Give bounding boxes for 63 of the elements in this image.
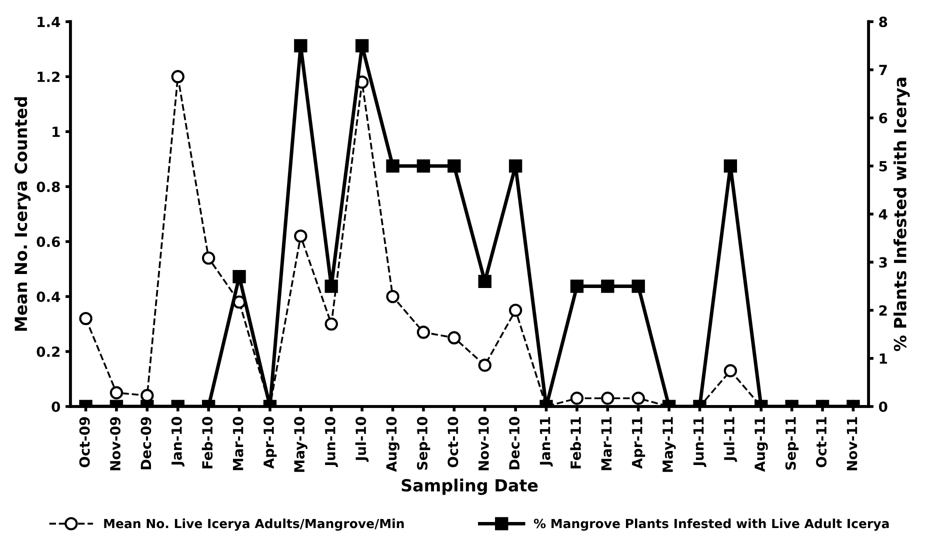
point xyxy=(324,317,338,331)
x-axis-title: Sampling Date xyxy=(402,478,538,495)
point xyxy=(448,331,461,344)
x-tick-label: Aug-10 xyxy=(386,416,400,472)
point xyxy=(601,392,614,405)
y-tick-label: 0.6 xyxy=(36,236,60,248)
point xyxy=(416,326,430,339)
legend-label: Mean No. Live Icerya Adults/Mangrove/Min xyxy=(104,518,404,531)
y-tick-label: 0.8 xyxy=(36,182,60,192)
y2-tick-label: 2 xyxy=(879,305,887,316)
y2-tick-label: 3 xyxy=(879,257,887,268)
x-tick-label: Jan-10 xyxy=(171,416,184,467)
x-tick-label: Feb-10 xyxy=(202,416,213,468)
y-tick-label: 0.4 xyxy=(36,292,60,302)
x-tick-label: Jun-10 xyxy=(324,416,338,468)
x-tick-label: Oct-09 xyxy=(79,417,90,468)
point xyxy=(632,392,645,405)
x-tick-label: Sep-10 xyxy=(416,416,430,470)
x-tick-label: Jan-11 xyxy=(540,417,553,467)
y2-tick-label: 0 xyxy=(878,401,888,412)
x-tick-label: Dec-09 xyxy=(140,417,152,470)
x-tick-label: Aug-11 xyxy=(754,417,768,472)
point xyxy=(171,70,184,84)
x-tick-label: Dec-10 xyxy=(509,416,520,470)
y-axis-title: Mean No. Icerya Counted xyxy=(14,97,31,331)
x-tick-label: Apr-11 xyxy=(632,417,646,469)
x-tick-label: Nov-09 xyxy=(110,417,120,470)
y2-axis-title: % Plants Infested with Icerya xyxy=(894,78,910,352)
point xyxy=(570,392,584,405)
x-tick-label: Sep-11 xyxy=(785,417,799,470)
point xyxy=(294,229,308,243)
point xyxy=(202,251,216,265)
x-tick-label: Mar-11 xyxy=(601,417,612,470)
x-tick-label: May-11 xyxy=(662,417,676,472)
y-tick-label: 1 xyxy=(52,126,60,137)
x-tick-label: Nov-11 xyxy=(846,417,858,470)
y2-tick-label: 6 xyxy=(879,112,888,124)
legend-label: % Mangrove Plants Infested with Live Adult Icerya xyxy=(534,518,889,531)
x-tick-label: Apr-10 xyxy=(263,416,277,469)
y2-tick-label: 4 xyxy=(878,209,888,220)
y-tick-label: 1.4 xyxy=(38,16,60,27)
x-tick-label: Nov-10 xyxy=(478,416,489,470)
y2-tick-label: 8 xyxy=(879,16,888,28)
point xyxy=(386,290,400,304)
point xyxy=(79,312,92,326)
y-tick-label: 0.2 xyxy=(36,346,60,357)
point xyxy=(508,304,522,317)
x-tick-label: Mar-10 xyxy=(232,416,244,470)
point xyxy=(724,364,738,378)
x-tick-label: Oct-10 xyxy=(448,416,458,468)
y2-tick-label: 1 xyxy=(880,354,888,364)
x-tick-label: Feb-11 xyxy=(570,417,581,468)
x-tick-label: May-10 xyxy=(294,416,308,472)
x-tick-label: Jul-10 xyxy=(355,416,369,462)
point xyxy=(478,358,492,372)
y2-tick-label: 7 xyxy=(879,64,887,76)
y-tick-label: 0 xyxy=(52,401,60,412)
y-tick-label: 1.2 xyxy=(38,72,60,82)
x-tick-label: Oct-11 xyxy=(816,417,827,468)
y2-tick-label: 5 xyxy=(879,161,887,172)
point xyxy=(110,386,124,400)
x-tick-label: Jul-11 xyxy=(724,417,738,462)
x-tick-label: Jun-11 xyxy=(693,417,706,468)
